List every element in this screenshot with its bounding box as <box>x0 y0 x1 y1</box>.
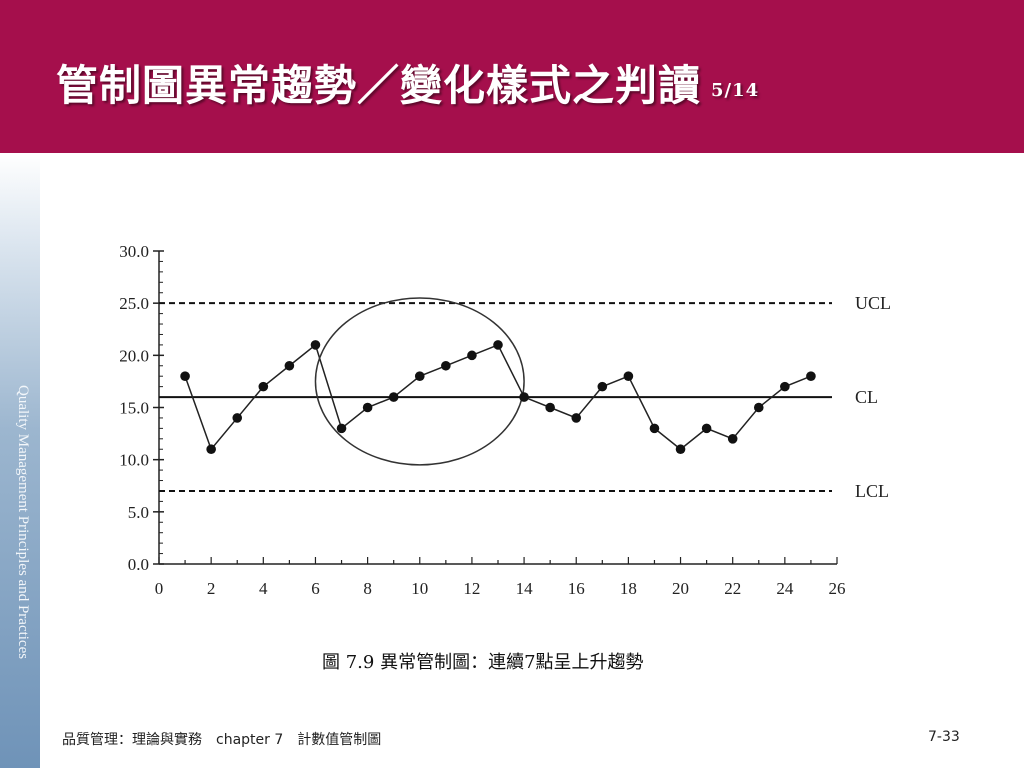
data-point <box>284 360 295 371</box>
data-point <box>258 381 269 392</box>
control-line-label-lcl: LCL <box>855 481 889 501</box>
figure-caption: 圖 7.9 異常管制圖：連續7點呈上升趨勢 <box>322 652 644 673</box>
x-tick-label: 22 <box>724 579 741 598</box>
sidebar-book-title: Quality Management Principles and Practi… <box>15 385 31 660</box>
data-point <box>232 413 243 423</box>
y-tick-label: 25.0 <box>119 294 149 313</box>
footer-page-number: 7-33 <box>928 729 960 745</box>
data-point <box>701 423 712 434</box>
x-tick-label: 4 <box>259 579 268 598</box>
footer-course-info: 品質管理：理論與實務 chapter 7 計數值管制圖 <box>62 732 382 748</box>
y-tick-label: 20.0 <box>119 346 149 365</box>
data-point <box>414 371 425 382</box>
data-point <box>441 360 451 371</box>
sidebar-band <box>0 153 40 768</box>
data-point <box>571 413 582 423</box>
trend-highlight-ellipse <box>314 297 525 466</box>
data-point <box>545 402 555 413</box>
page-indicator: 5/14 <box>711 80 760 101</box>
x-tick-label: 8 <box>363 579 372 598</box>
y-tick-label: 0.0 <box>128 555 149 574</box>
x-tick-label: 24 <box>776 579 794 598</box>
data-point <box>623 371 634 382</box>
data-point <box>597 381 608 392</box>
x-tick-label: 18 <box>620 579 637 598</box>
x-tick-label: 10 <box>411 579 428 598</box>
y-tick-label: 15.0 <box>119 399 149 418</box>
control-line-label-cl: CL <box>855 387 878 407</box>
data-point <box>675 444 686 455</box>
x-tick-label: 0 <box>155 579 164 598</box>
data-point <box>310 340 321 350</box>
x-tick-label: 12 <box>463 579 480 598</box>
data-point <box>467 350 477 361</box>
x-tick-label: 6 <box>311 579 320 598</box>
y-tick-label: 10.0 <box>119 451 149 470</box>
data-point <box>806 371 816 382</box>
x-tick-label: 2 <box>207 579 216 598</box>
control-line-label-ucl: UCL <box>855 293 891 313</box>
x-tick-label: 14 <box>516 579 534 598</box>
data-point <box>362 402 373 413</box>
data-point <box>493 340 503 350</box>
slide-title-text: 管制圖異常趨勢／變化樣式之判讀 <box>56 61 702 110</box>
data-point <box>180 371 190 382</box>
x-tick-label: 20 <box>672 579 689 598</box>
y-tick-label: 30.0 <box>119 242 149 261</box>
slide-title: 管制圖異常趨勢／變化樣式之判讀 5/14 <box>56 52 759 113</box>
data-point <box>388 392 399 402</box>
title-bar: 管制圖異常趨勢／變化樣式之判讀 5/14 <box>0 0 1024 153</box>
y-tick-label: 5.0 <box>128 503 149 522</box>
data-point <box>649 423 660 434</box>
data-point <box>780 381 790 392</box>
data-point <box>727 434 738 444</box>
data-point <box>519 392 529 402</box>
data-point <box>753 402 764 413</box>
x-tick-label: 16 <box>568 579 585 598</box>
data-point <box>336 423 347 434</box>
data-point <box>206 444 216 455</box>
x-tick-label: 26 <box>829 579 846 598</box>
